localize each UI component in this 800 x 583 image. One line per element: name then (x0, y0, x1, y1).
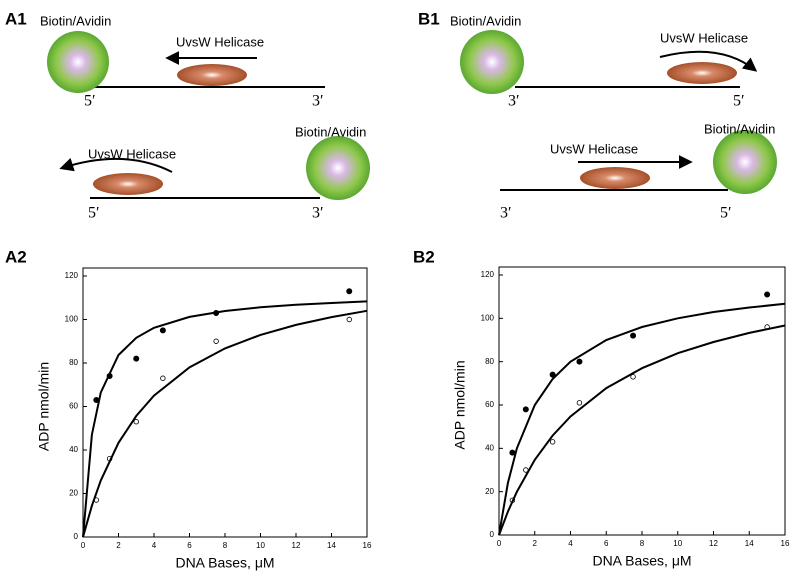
data-point (159, 327, 166, 334)
panel-label: B2 (413, 247, 435, 266)
end-label: 3′ (312, 93, 324, 110)
fit-curve (498, 302, 786, 536)
x-tick-label: 0 (81, 541, 86, 550)
bead-label: Biotin/Avidin (295, 124, 366, 139)
bead (306, 136, 370, 200)
diagram-b1-top: Biotin/Avidin UvsW Helicase 3′ 5′ (450, 13, 758, 110)
end-label: 5′ (733, 93, 745, 110)
data-point (630, 332, 637, 339)
end-label: 5′ (84, 93, 96, 110)
fit-curve (498, 324, 786, 536)
y-tick-label: 120 (481, 270, 495, 279)
end-label: 5′ (88, 205, 100, 222)
x-tick-label: 12 (292, 541, 301, 550)
y-axis-label: ADP nmol/min (452, 360, 468, 449)
x-tick-label: 8 (640, 539, 645, 548)
bead (713, 130, 777, 194)
bead-label: Biotin/Avidin (450, 13, 521, 28)
x-tick-label: 6 (604, 539, 609, 548)
x-tick-label: 14 (745, 539, 754, 548)
y-tick-label: 40 (485, 443, 494, 452)
data-point (549, 371, 556, 378)
helicase (177, 64, 247, 86)
data-point (346, 316, 352, 323)
x-tick-label: 0 (497, 539, 502, 548)
data-point (346, 288, 353, 295)
fit-curve (82, 300, 368, 538)
enzyme-label: UvsW Helicase (176, 34, 264, 49)
x-axis-label: DNA Bases, μM (175, 555, 274, 571)
y-tick-label: 40 (69, 445, 78, 454)
panel-label: B1 (418, 9, 440, 28)
y-tick-label: 20 (485, 487, 494, 496)
data-point (576, 358, 583, 365)
bead (47, 31, 109, 93)
x-tick-label: 12 (709, 539, 718, 548)
bead-label: Biotin/Avidin (704, 121, 775, 136)
data-point (133, 355, 140, 362)
helicase (667, 62, 737, 84)
data-point (213, 338, 219, 344)
data-point (549, 439, 556, 445)
data-point (522, 406, 529, 413)
diagram-a1-top: Biotin/Avidin UvsW Helicase 5′ 3′ (40, 13, 325, 110)
y-tick-label: 120 (65, 271, 79, 280)
y-tick-label: 60 (69, 402, 78, 411)
helicase (580, 167, 650, 189)
x-tick-label: 6 (187, 541, 192, 550)
diagram-b1-bottom: Biotin/Avidin UvsW Helicase 3′ 5′ (500, 121, 777, 222)
y-tick-label: 60 (485, 400, 494, 409)
chart: 0 20 40 60 80 100 120 0 2 4 6 8 10 12 14 16 DNA Bases, μ… (36, 267, 372, 571)
end-label: 3′ (508, 93, 520, 110)
helicase (93, 173, 163, 195)
x-tick-label: 16 (363, 541, 372, 550)
data-point (160, 375, 166, 381)
arrow (59, 157, 173, 173)
x-tick-label: 10 (256, 541, 265, 550)
panel-label: A1 (5, 9, 27, 28)
y-tick-label: 80 (69, 358, 78, 367)
x-axis-label: DNA Bases, μM (592, 553, 691, 569)
enzyme-label: UvsW Helicase (88, 146, 176, 161)
bead (460, 30, 524, 94)
x-tick-label: 10 (673, 539, 682, 548)
fit-curve (82, 309, 368, 538)
x-tick-label: 4 (152, 541, 157, 550)
data-point (630, 374, 636, 380)
plot-frame (82, 267, 368, 538)
diagram-a1-bottom: Biotin/Avidin UvsW Helicase 5′ 3′ (59, 124, 370, 222)
y-tick-label: 80 (485, 357, 494, 366)
y-tick-label: 100 (65, 315, 79, 324)
end-label: 3′ (500, 205, 512, 222)
end-label: 3′ (312, 205, 324, 222)
x-tick-label: 16 (781, 539, 790, 548)
x-tick-label: 2 (116, 541, 121, 550)
chart: 0 20 40 60 80 100 120 0 2 4 6 8 10 12 14 16 DNA Bases, μ… (452, 266, 790, 569)
y-tick-label: 0 (74, 532, 79, 541)
enzyme-label: UvsW Helicase (660, 30, 748, 45)
x-tick-label: 8 (223, 541, 228, 550)
data-point (576, 400, 583, 406)
y-axis-label: ADP nmol/min (36, 362, 52, 451)
data-point (133, 419, 139, 425)
y-tick-label: 20 (69, 489, 78, 498)
y-tick-label: 100 (481, 313, 495, 322)
plot-frame (498, 266, 786, 536)
x-tick-label: 4 (568, 539, 573, 548)
data-point (764, 291, 771, 298)
y-tick-label: 0 (490, 530, 495, 539)
arrow (659, 50, 758, 72)
end-label: 5′ (720, 205, 732, 222)
data-point (509, 449, 516, 456)
bead-label: Biotin/Avidin (40, 13, 111, 28)
x-tick-label: 14 (327, 541, 336, 550)
panel-label: A2 (5, 247, 27, 266)
enzyme-label: UvsW Helicase (550, 141, 638, 156)
x-tick-label: 2 (533, 539, 538, 548)
